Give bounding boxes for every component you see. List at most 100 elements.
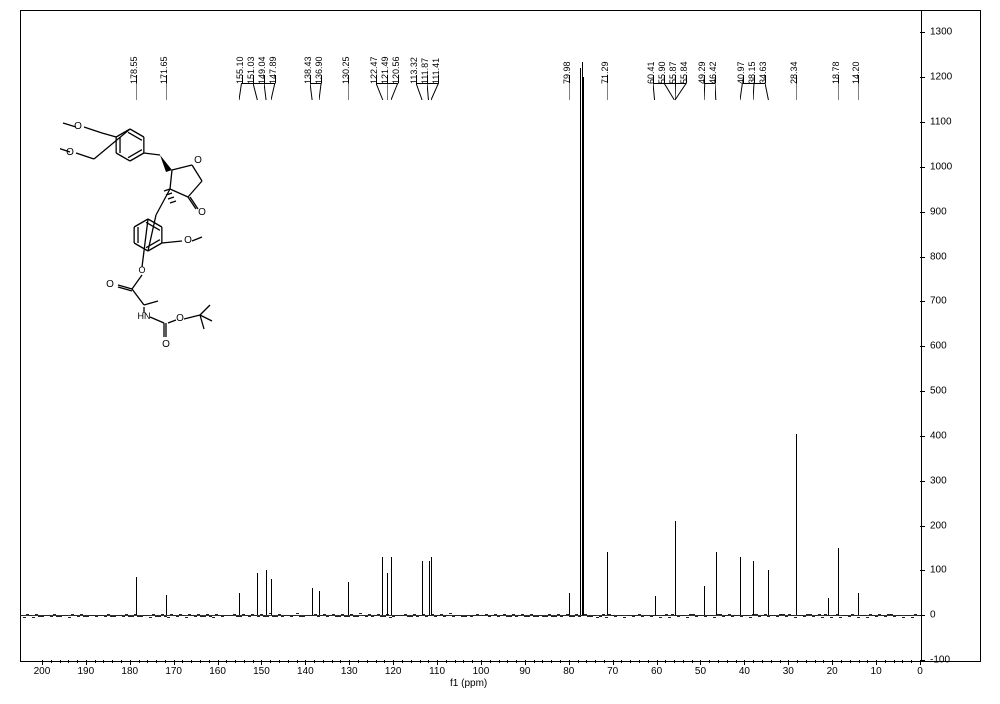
y-tick-mark	[920, 391, 925, 392]
peak-leader-diagonal	[136, 83, 138, 102]
peak-value-label: 34.63	[758, 61, 768, 84]
y-tick-label: 500	[930, 386, 947, 397]
x-minor-tick	[560, 660, 561, 663]
x-minor-tick	[200, 660, 201, 663]
peak-value-label: 138.43	[303, 56, 313, 84]
peak-leader-diagonal	[376, 83, 385, 102]
nmr-peak	[266, 570, 267, 615]
noise	[581, 615, 584, 616]
x-minor-tick	[384, 660, 385, 663]
structure-svg: OOOOOOOHNOO	[60, 115, 290, 395]
noise	[863, 615, 866, 616]
noise	[692, 614, 695, 615]
noise	[545, 616, 548, 617]
peak-value-label: 49.29	[697, 61, 707, 84]
x-tick-mark	[700, 660, 701, 665]
x-minor-tick	[911, 660, 912, 663]
y-tick-label: -100	[930, 655, 950, 666]
noise	[755, 614, 758, 615]
peak-leader	[653, 75, 654, 83]
noise	[302, 616, 305, 617]
noise	[104, 616, 107, 617]
noise	[350, 614, 353, 615]
x-minor-tick	[534, 660, 535, 663]
x-minor-tick	[885, 660, 886, 663]
nmr-peak	[716, 552, 717, 615]
y-tick-label: 400	[930, 430, 947, 441]
nmr-peak	[257, 573, 258, 616]
x-minor-tick	[226, 660, 227, 663]
noise	[593, 615, 596, 616]
x-minor-tick	[806, 660, 807, 663]
x-minor-tick	[51, 660, 52, 663]
noise	[176, 616, 179, 617]
peak-value-label: 120.56	[391, 56, 401, 84]
noise	[296, 613, 299, 614]
peak-leader	[427, 75, 428, 83]
peak-leader-diagonal	[753, 83, 756, 102]
nmr-peak	[655, 596, 656, 615]
x-minor-tick	[367, 660, 368, 663]
x-tick-mark	[525, 660, 526, 665]
x-minor-tick	[859, 660, 860, 663]
noise	[719, 614, 722, 615]
peak-value-label: 178.55	[129, 56, 139, 84]
peak-leader	[348, 75, 349, 83]
noise	[782, 614, 785, 615]
nmr-peak	[838, 548, 839, 615]
noise	[572, 616, 575, 617]
x-minor-tick	[209, 660, 210, 663]
x-minor-tick	[191, 660, 192, 663]
noise	[614, 616, 617, 617]
noise	[449, 613, 452, 614]
x-minor-tick	[648, 660, 649, 663]
peak-value-label: 111.87	[420, 58, 430, 84]
peak-leader-diagonal	[858, 83, 860, 102]
x-tick-mark	[744, 660, 745, 665]
y-tick-label: 1000	[930, 161, 952, 172]
x-minor-tick	[542, 660, 543, 663]
x-minor-tick	[139, 660, 140, 663]
noise	[275, 616, 278, 617]
peak-value-label: 122.47	[369, 56, 379, 84]
noise	[818, 614, 821, 615]
x-minor-tick	[516, 660, 517, 663]
x-tick-mark	[613, 660, 614, 665]
peak-value-label: 55.84	[679, 61, 689, 84]
noise	[383, 616, 386, 617]
noise	[602, 614, 605, 615]
noise	[125, 614, 128, 615]
noise	[455, 615, 458, 616]
x-minor-tick	[411, 660, 412, 663]
noise	[332, 614, 335, 615]
x-minor-tick	[332, 660, 333, 663]
noise	[623, 617, 626, 618]
noise	[167, 617, 170, 618]
peak-value-label: 121.49	[380, 56, 390, 84]
x-minor-tick	[182, 660, 183, 663]
x-minor-tick	[507, 660, 508, 663]
x-tick-mark	[657, 660, 658, 665]
x-minor-tick	[103, 660, 104, 663]
x-axis-label: f1 (ppm)	[450, 678, 487, 689]
x-minor-tick	[551, 660, 552, 663]
noise	[530, 614, 533, 615]
chemical-structure: OOOOOOOHNOO	[60, 115, 290, 395]
peak-leader	[264, 75, 265, 83]
noise	[527, 616, 530, 617]
nmr-peak	[136, 577, 137, 615]
noise	[557, 614, 560, 615]
noise	[821, 617, 824, 618]
peak-value-label: 79.98	[562, 61, 572, 84]
noise	[443, 616, 446, 617]
noise	[368, 614, 371, 615]
noise	[839, 617, 842, 618]
noise	[911, 617, 914, 618]
x-minor-tick	[621, 660, 622, 663]
nmr-peak	[382, 557, 383, 615]
nmr-peak	[319, 591, 320, 616]
noise	[425, 616, 428, 617]
peak-value-label: 38.15	[747, 61, 757, 84]
noise	[392, 616, 395, 617]
noise	[314, 614, 317, 615]
